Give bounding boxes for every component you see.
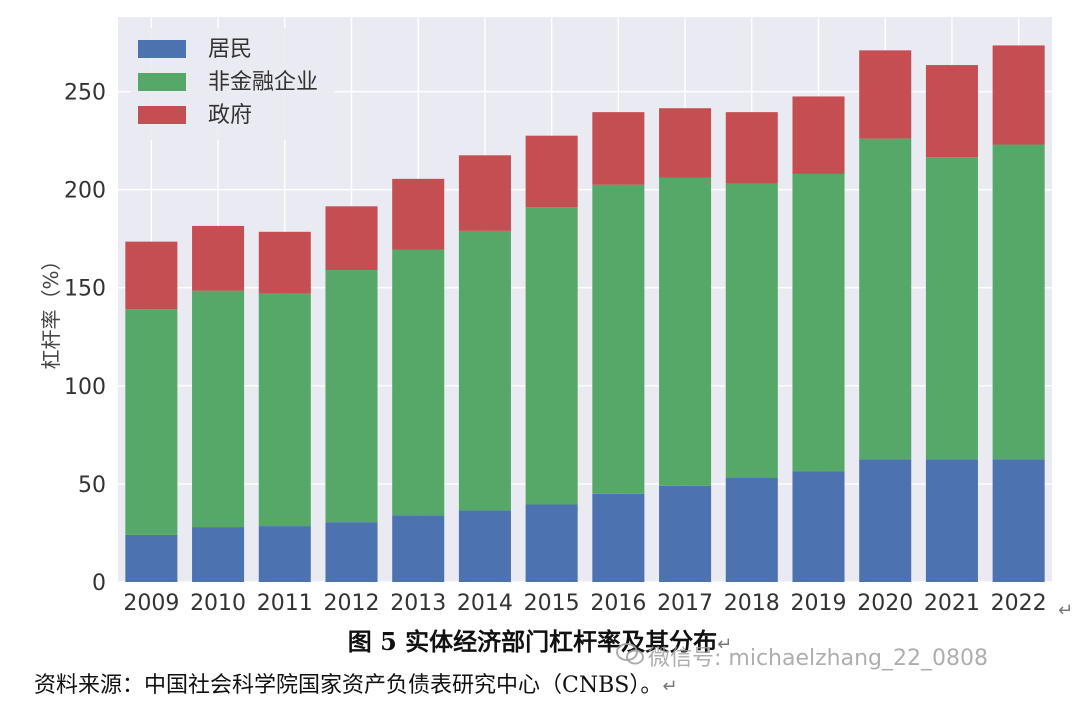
x-tick-label: 2016 [590, 591, 646, 616]
return-mark: ↵ [717, 634, 733, 655]
x-tick-label: 2021 [924, 591, 980, 616]
caption-text: 图 5 实体经济部门杠杆率及其分布 [347, 627, 718, 656]
source-text: 资料来源：中国社会科学院国家资产负债表研究中心（CNBS）。 [34, 673, 663, 698]
legend-swatch [138, 73, 186, 91]
bar-segment-3-2022 [992, 45, 1045, 145]
bar-segment-1-2011 [258, 526, 311, 582]
bar-segment-3-2014 [458, 155, 511, 231]
x-tick-label: 2018 [724, 591, 780, 616]
y-axis-label: 杠杆率（%） [39, 250, 63, 369]
figure-caption: 图 5 实体经济部门杠杆率及其分布↵ [0, 622, 1080, 657]
bar-segment-3-2017 [659, 108, 712, 178]
bar-segment-3-2012 [325, 206, 378, 271]
bar-segment-2-2020 [859, 138, 912, 460]
bar-segment-2-2012 [325, 270, 378, 523]
bar-segment-1-2019 [792, 471, 845, 582]
x-tick-label: 2022 [991, 591, 1047, 616]
bar-segment-1-2020 [859, 459, 912, 582]
bar-segment-1-2009 [125, 534, 178, 582]
x-tick-label: 2015 [524, 591, 580, 616]
bar-segment-2-2013 [392, 249, 445, 516]
bar-segment-1-2021 [925, 459, 978, 582]
x-tick-label: 2017 [657, 591, 713, 616]
y-tick-label: 200 [64, 179, 106, 204]
x-tick-label: 2013 [390, 591, 446, 616]
legend-swatch [138, 106, 186, 124]
bar-segment-1-2015 [525, 504, 578, 582]
bar-segment-2-2017 [659, 177, 712, 486]
y-tick-label: 100 [64, 375, 106, 400]
bar-segment-3-2010 [192, 225, 245, 291]
bar-segment-1-2014 [458, 510, 511, 582]
bar-segment-3-2020 [859, 50, 912, 139]
x-tick-label: 2012 [324, 591, 380, 616]
legend-label: 非金融企业 [208, 70, 318, 95]
bar-segment-2-2011 [258, 293, 311, 527]
bar-segment-3-2011 [258, 231, 311, 294]
bar-segment-3-2015 [525, 135, 578, 208]
source-note: 资料来源：中国社会科学院国家资产负债表研究中心（CNBS）。↵ [34, 667, 677, 699]
x-tick-label: 2011 [257, 591, 313, 616]
bar-segment-3-2009 [125, 241, 178, 310]
bar-segment-2-2009 [125, 309, 178, 535]
wechat-icon [616, 643, 644, 665]
bar-segment-3-2013 [392, 178, 445, 250]
y-tick-label: 50 [78, 473, 106, 498]
bar-segment-3-2021 [925, 65, 978, 158]
bar-segment-2-2016 [592, 184, 645, 494]
bar-segment-1-2013 [392, 515, 445, 582]
bar-segment-2-2014 [458, 230, 511, 511]
bar-segment-2-2010 [192, 290, 245, 528]
x-tick-label: 2010 [190, 591, 246, 616]
bar-segment-2-2022 [992, 144, 1045, 460]
bar-segment-3-2016 [592, 112, 645, 185]
x-tick-label: 2009 [123, 591, 179, 616]
bar-segment-3-2019 [792, 96, 845, 174]
x-tick-label: 2019 [791, 591, 847, 616]
x-tick-label: 2020 [857, 591, 913, 616]
bar-segment-1-2016 [592, 493, 645, 582]
bar-segment-2-2019 [792, 173, 845, 472]
bar-segment-2-2021 [925, 157, 978, 460]
return-mark: ↵ [662, 676, 678, 697]
legend-label: 居民 [208, 37, 252, 62]
bar-segment-1-2010 [192, 527, 245, 582]
bar-segment-1-2017 [659, 485, 712, 582]
bar-segment-1-2018 [725, 478, 778, 582]
x-tick-labels: 2009 2010 2011 2012 2013 2014 2015 2016 2017 2018… [123, 591, 1046, 616]
bar-segment-1-2022 [992, 459, 1045, 582]
watermark: 微信号: michaelzhang_22_0808 [616, 640, 988, 672]
bar-segment-1-2012 [325, 522, 378, 582]
legend-swatch [138, 40, 186, 58]
y-tick-label: 150 [64, 277, 106, 302]
bar-segment-2-2015 [525, 207, 578, 505]
bars [125, 45, 1045, 582]
stacked-bar-chart: 0 50 100 150 200 250 2009 2010 2011 2012 2013 2014… [39, 17, 1052, 616]
legend-label: 政府 [208, 103, 252, 128]
return-mark: ↵ [1058, 600, 1074, 621]
bar-segment-3-2018 [725, 112, 778, 184]
bar-segment-2-2018 [725, 183, 778, 479]
watermark-text: 微信号: michaelzhang_22_0808 [648, 646, 988, 671]
y-tick-label: 0 [92, 571, 106, 596]
y-tick-label: 250 [64, 81, 106, 106]
y-tick-labels: 0 50 100 150 200 250 [64, 81, 106, 596]
x-tick-label: 2014 [457, 591, 513, 616]
